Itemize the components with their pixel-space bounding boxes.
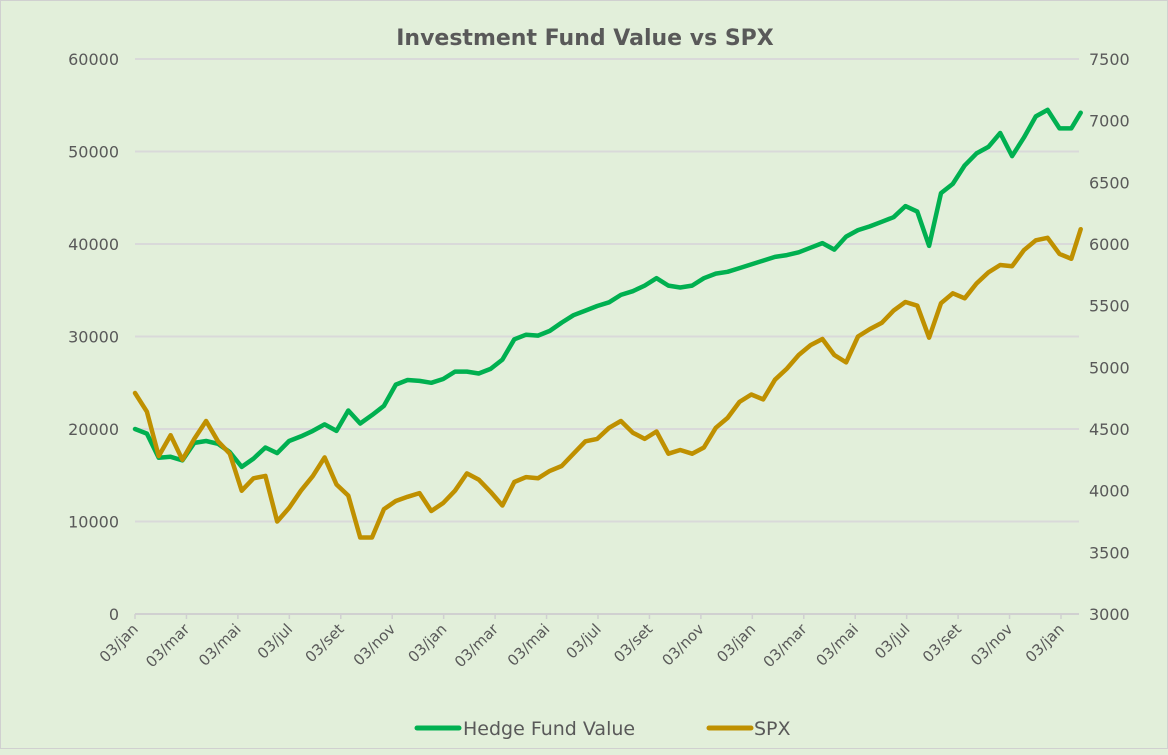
x-tick-label: 03/mar	[760, 620, 812, 672]
y2-tick-label: 3000	[1089, 605, 1130, 624]
y2-tick-label: 5000	[1089, 358, 1130, 377]
x-tick-label: 03/jan	[1022, 620, 1068, 666]
y-tick-label: 30000	[68, 328, 119, 347]
y2-tick-label: 6000	[1089, 235, 1130, 254]
y2-tick-label: 7500	[1089, 50, 1130, 69]
x-tick-label: 03/jul	[254, 620, 296, 662]
x-tick-label: 03/jan	[96, 620, 142, 666]
y-tick-label: 0	[109, 605, 119, 624]
series-line-spx	[135, 229, 1081, 537]
x-tick-label: 03/set	[610, 620, 656, 666]
y2-tick-label: 7000	[1089, 112, 1130, 131]
y2-tick-label: 4000	[1089, 482, 1130, 501]
x-tick-label: 03/set	[919, 620, 965, 666]
x-tick-label: 03/set	[302, 620, 348, 666]
y2-tick-label: 5500	[1089, 297, 1130, 316]
legend-label-spx: SPX	[754, 718, 791, 740]
y2-tick-label: 6500	[1089, 173, 1130, 192]
x-tick-label: 03/mar	[142, 620, 194, 672]
x-tick-label: 03/jul	[562, 620, 604, 662]
y-tick-label: 10000	[68, 513, 119, 532]
series-points-hedge-fund	[135, 110, 1081, 467]
x-tick-label: 03/jan	[405, 620, 451, 666]
x-tick-label: 03/mai	[195, 620, 245, 670]
y-tick-label: 50000	[68, 143, 119, 162]
legend-label-hedge-fund: Hedge Fund Value	[463, 718, 635, 740]
x-tick-label: 03/nov	[350, 620, 399, 669]
x-tick-label: 03/jan	[713, 620, 759, 666]
y2-tick-label: 3500	[1089, 543, 1130, 562]
series-line-hedge-fund	[135, 110, 1081, 467]
x-tick-label: 03/mai	[504, 620, 554, 670]
chart-title: Investment Fund Value vs SPX	[396, 26, 774, 51]
series-points-spx	[135, 229, 1081, 538]
legend: Hedge Fund Value SPX	[417, 718, 791, 740]
y-tick-label: 60000	[68, 50, 119, 69]
y2-tick-label: 4500	[1089, 420, 1130, 439]
x-tick-label: 03/mar	[451, 620, 503, 672]
y-tick-label: 40000	[68, 235, 119, 254]
x-tick-label: 03/nov	[658, 620, 707, 669]
x-tick-label: 03/jul	[871, 620, 913, 662]
x-tick-label: 03/nov	[967, 620, 1016, 669]
x-tick-label: 03/mai	[812, 620, 862, 670]
y-tick-label: 20000	[68, 420, 119, 439]
